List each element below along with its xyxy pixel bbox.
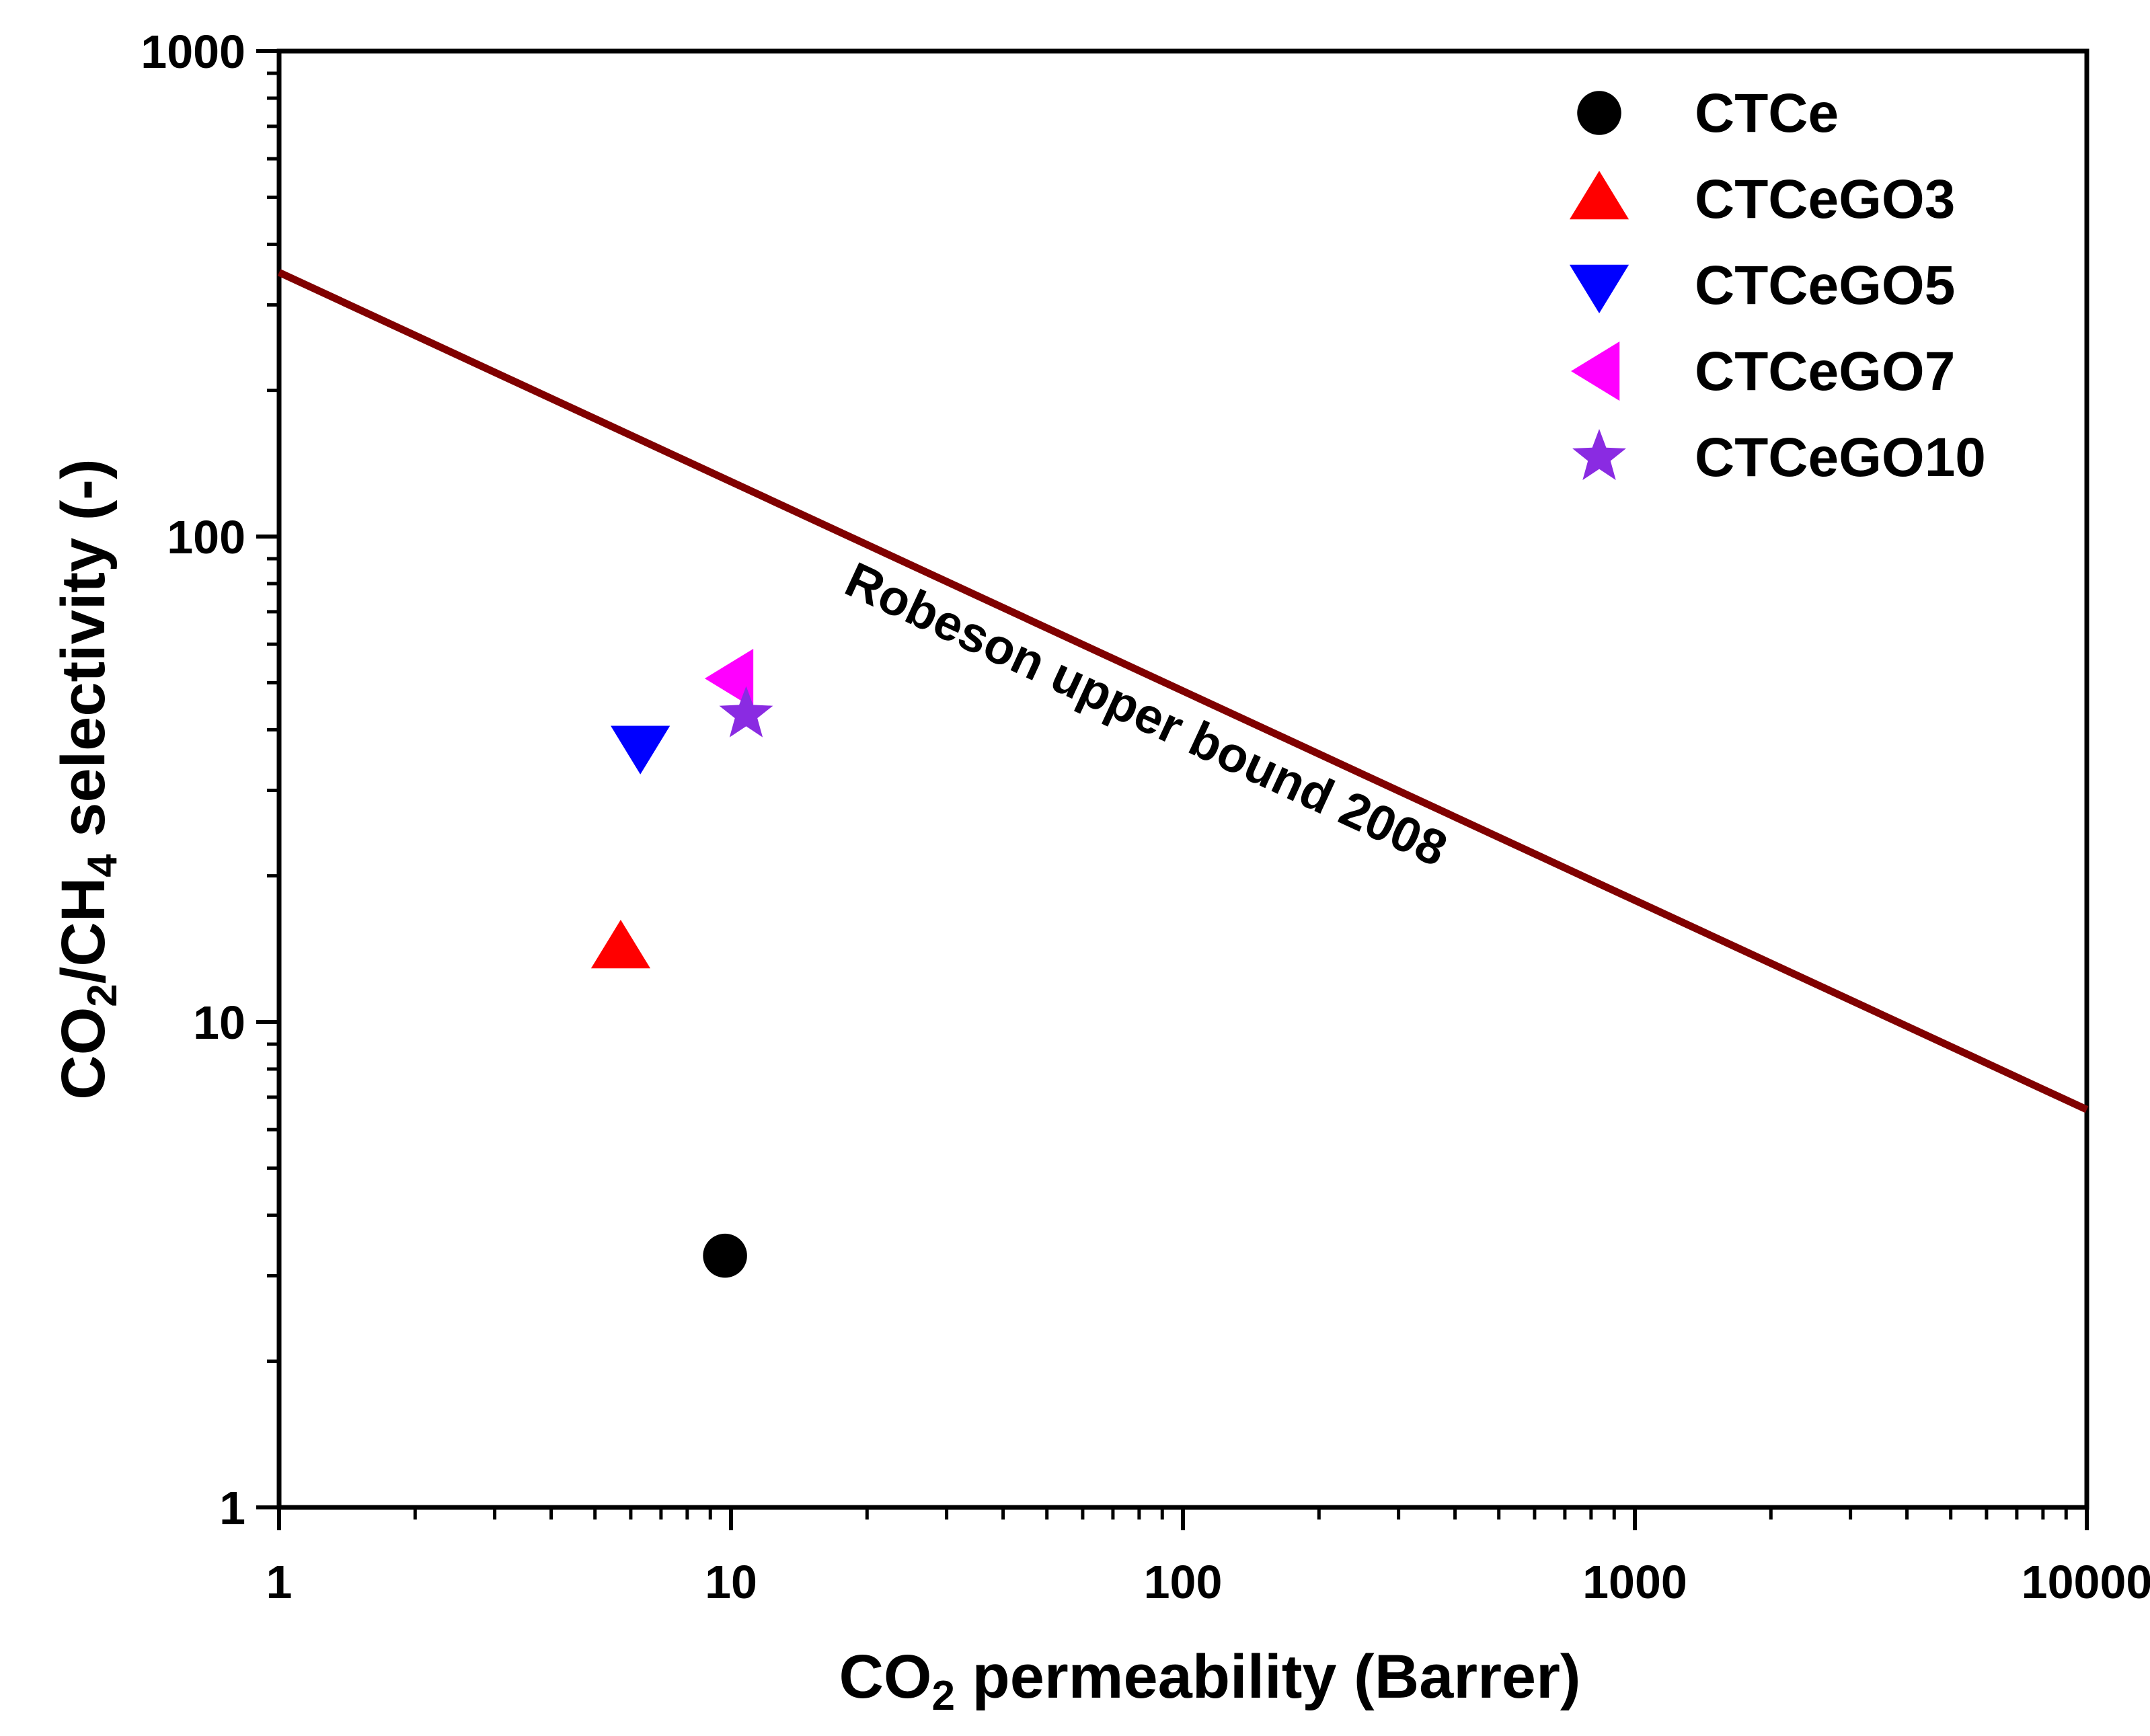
y-tick-label: 1 xyxy=(219,1482,245,1534)
y-tick-label: 100 xyxy=(167,511,245,563)
major-ticks xyxy=(256,49,2089,1530)
x-tick-label: 100 xyxy=(1144,1556,1223,1608)
x-tick-labels: 1 10 100 1000 10000 xyxy=(266,1556,2150,1608)
y-axis-title: CO2/CH4 selectivity (-) xyxy=(49,459,126,1099)
data-point-ctcego10 xyxy=(719,686,773,738)
legend-marker-ctcego5 xyxy=(1569,264,1629,313)
x-tick-label: 10 xyxy=(705,1556,757,1608)
data-point-ctcego5 xyxy=(611,725,670,775)
legend-marker-ctcego3 xyxy=(1569,171,1629,220)
x-tick-label: 1 xyxy=(266,1556,293,1608)
legend-marker-ctcego10 xyxy=(1572,429,1626,480)
x-axis-title: CO2 permeability (Barrer) xyxy=(839,1643,1580,1719)
data-point-ctcego3 xyxy=(590,920,651,969)
legend-label-ctcego5: CTCeGO5 xyxy=(1695,255,1955,316)
legend-label-ctce: CTCe xyxy=(1695,83,1839,144)
data-markers xyxy=(590,649,773,1278)
legend-marker-ctcego7 xyxy=(1571,341,1620,401)
data-point-ctcego7 xyxy=(704,649,754,709)
legend-label-ctcego7: CTCeGO7 xyxy=(1695,341,1955,402)
legend-label-ctcego10: CTCeGO10 xyxy=(1695,427,1986,488)
robeson-upper-bound-line xyxy=(277,269,2089,1113)
legend-marker-ctce xyxy=(1577,91,1621,135)
legend: CTCe CTCeGO3 CTCeGO5 CTCeGO7 CTCeGO10 xyxy=(1569,83,1986,488)
legend-label-ctcego3: CTCeGO3 xyxy=(1695,169,1955,230)
x-tick-label: 1000 xyxy=(1582,1556,1687,1608)
y-tick-labels: 1 10 100 1000 xyxy=(141,26,245,1534)
x-tick-label: 10000 xyxy=(2022,1556,2150,1608)
data-point-ctce xyxy=(703,1233,747,1278)
y-tick-label: 1000 xyxy=(141,26,245,78)
robeson-upper-bound-label: Robeson upper bound 2008 xyxy=(837,551,1455,877)
minor-ticks xyxy=(267,71,2068,1520)
y-tick-label: 10 xyxy=(193,996,245,1049)
